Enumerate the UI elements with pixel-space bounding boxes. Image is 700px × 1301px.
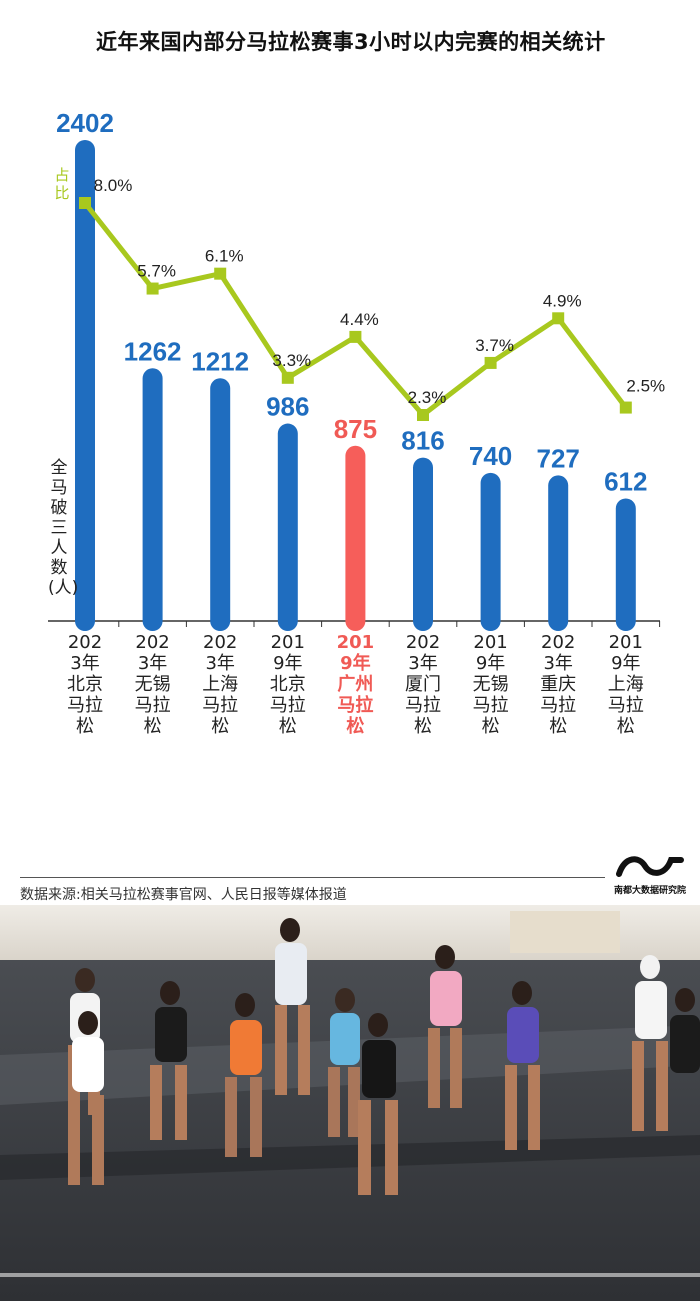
category-label-3: 2019年北京马拉松	[269, 632, 306, 737]
bar-value-label-8: 612	[604, 466, 647, 496]
brand-logo: 南都大数据研究院	[608, 854, 692, 896]
runner-9	[632, 955, 668, 1131]
ratio-label-8: 2.5%	[626, 377, 665, 396]
category-label-1: 2023年无锡马拉松	[134, 632, 171, 737]
runner-4	[275, 918, 310, 1095]
runner-2	[150, 981, 187, 1140]
runner-3	[225, 993, 262, 1157]
runner-6	[358, 1013, 398, 1195]
category-label-7: 2023年重庆马拉松	[540, 632, 577, 737]
runner-7	[428, 945, 462, 1108]
bar-8	[615, 498, 636, 631]
runner-11	[68, 1011, 104, 1185]
ratio-point-4	[349, 330, 362, 343]
ratio-point-1	[146, 282, 159, 295]
brand-name: 南都大数据研究院	[613, 886, 686, 896]
runner-8	[505, 981, 540, 1150]
ratio-point-5	[417, 409, 429, 421]
bar-0	[75, 140, 95, 631]
bar-value-label-7: 727	[537, 443, 580, 473]
bar-value-label-1: 1262	[124, 336, 182, 366]
ratio-label-4: 4.4%	[340, 310, 379, 329]
ratio-label-3: 3.3%	[272, 351, 311, 370]
bar-5	[413, 457, 433, 631]
bar-1	[142, 368, 163, 631]
bar-7	[548, 475, 569, 631]
bar-4	[345, 445, 366, 631]
bar-3	[277, 423, 298, 631]
y-axis-label: 全马破三人数(人)	[48, 458, 79, 598]
category-label-0: 2023年北京马拉松	[67, 632, 103, 737]
brand-mark-icon	[616, 856, 684, 877]
bar-value-label-0: 2402	[56, 108, 114, 138]
category-label-6: 2019年无锡马拉松	[472, 632, 509, 737]
bar-value-label-6: 740	[469, 441, 512, 471]
ratio-label-1: 5.7%	[137, 262, 176, 281]
ratio-point-7	[552, 312, 565, 325]
bar-6	[480, 472, 501, 631]
bar-2	[210, 378, 231, 631]
bar-value-label-2: 1212	[191, 346, 249, 376]
runner-5	[328, 988, 360, 1137]
chart-title: 近年来国内部分马拉松赛事3小时以内完赛的相关统计	[96, 30, 606, 54]
runner-10	[670, 988, 700, 1073]
chart: 2402 1262 1212 986 875 816 740 727 612 8.0% 5.7% 6…	[48, 108, 665, 631]
ratio-point-0	[79, 197, 91, 209]
ratio-label-5: 2.3%	[408, 388, 447, 407]
ratio-point-3	[281, 371, 294, 384]
ratio-point-6	[484, 356, 497, 369]
category-label-5: 2023年厦门马拉松	[405, 632, 441, 737]
bar-value-label-3: 986	[266, 392, 309, 422]
ratio-label-7: 4.9%	[543, 291, 582, 310]
category-label-8: 2019年上海马拉松	[607, 632, 644, 737]
category-label-4: 2019年广州马拉松	[336, 632, 375, 737]
bar-value-label-5: 816	[401, 426, 444, 456]
marathon-runners-photo	[0, 905, 700, 1301]
ratio-point-2	[214, 267, 227, 280]
ratio-point-8	[619, 401, 632, 414]
source-divider	[20, 877, 605, 878]
ratio-label-2: 6.1%	[205, 247, 244, 266]
bar-value-label-4: 875	[334, 414, 377, 444]
source-note: 数据来源:相关马拉松赛事官网、人民日报等媒体报道	[20, 887, 347, 903]
ratio-label-6: 3.7%	[475, 336, 514, 355]
ratio-series-label: 占比	[54, 166, 70, 202]
ratio-label-0: 8.0%	[94, 176, 133, 195]
category-label-2: 2023年上海马拉松	[202, 632, 239, 737]
